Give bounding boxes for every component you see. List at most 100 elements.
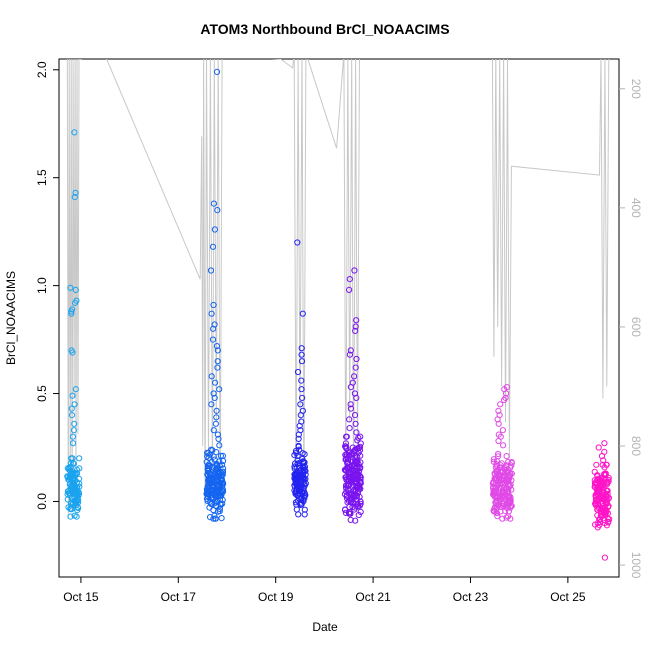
data-point (295, 431, 302, 438)
data-point (493, 501, 500, 508)
data-point (215, 435, 222, 442)
data-point (74, 490, 81, 497)
data-point (68, 308, 75, 315)
data-point (508, 459, 515, 466)
data-point (346, 510, 353, 517)
data-point (599, 513, 606, 520)
data-point (601, 554, 609, 561)
data-point (346, 416, 353, 423)
data-point (70, 427, 78, 434)
data-point (300, 487, 307, 494)
data-point (499, 515, 506, 522)
pressure-track-layer (66, 59, 610, 518)
data-point (298, 377, 305, 384)
data-point (297, 401, 304, 408)
data-point (219, 452, 226, 459)
data-point (66, 464, 73, 471)
data-point (346, 351, 353, 358)
data-point (64, 491, 71, 498)
data-point (352, 465, 359, 472)
data-point (592, 492, 599, 499)
data-point (209, 447, 216, 454)
data-point (216, 386, 223, 393)
data-point (600, 494, 607, 501)
data-point (210, 390, 217, 397)
data-point (347, 496, 354, 503)
data-point (357, 433, 364, 440)
data-point (71, 129, 78, 136)
data-point (71, 299, 79, 306)
data-point (603, 461, 610, 468)
data-point (299, 310, 306, 317)
data-point (351, 373, 358, 380)
data-point (345, 483, 352, 490)
data-point (606, 516, 613, 523)
data-point (69, 392, 76, 399)
pressure-line (66, 59, 610, 518)
data-point (353, 459, 360, 466)
data-point (204, 462, 211, 469)
data-point (213, 503, 220, 510)
y-axis: 0.0 0.5 1.0 1.5 2.0 (35, 61, 59, 510)
data-point (291, 452, 298, 459)
data-point (298, 386, 305, 393)
data-point (353, 394, 360, 401)
data-point (503, 390, 510, 397)
data-point (494, 513, 501, 520)
data-point (503, 514, 510, 521)
data-point (493, 461, 500, 468)
data-point (218, 472, 225, 479)
data-point (341, 466, 348, 473)
data-point (210, 325, 217, 332)
data-point (601, 440, 608, 447)
data-point (345, 449, 353, 456)
flight-series-6 (591, 440, 613, 561)
data-point (495, 450, 502, 458)
data-point (598, 481, 606, 489)
data-point (68, 405, 75, 412)
data-point (494, 502, 501, 509)
data-point (214, 347, 221, 354)
data-point (490, 487, 497, 494)
data-point (595, 491, 602, 498)
data-point (204, 490, 211, 498)
data-point (299, 394, 306, 401)
data-point (350, 493, 357, 500)
data-point (64, 474, 71, 481)
data-point (67, 506, 74, 513)
data-point (593, 461, 600, 468)
data-point (294, 368, 302, 376)
data-point (293, 487, 300, 494)
data-point (204, 498, 211, 505)
data-point (505, 508, 512, 515)
data-point (352, 478, 359, 485)
data-point (69, 433, 77, 440)
data-point (293, 506, 300, 513)
data-point (497, 401, 504, 408)
data-point (73, 498, 81, 505)
data-point (591, 483, 598, 490)
data-point (495, 407, 502, 414)
data-point (354, 445, 361, 452)
data-point (298, 345, 305, 352)
data-point (605, 519, 612, 526)
data-point (603, 487, 610, 494)
data-point (204, 488, 211, 495)
data-point (210, 427, 217, 434)
data-point (490, 456, 497, 463)
data-point (595, 497, 602, 504)
data-point (296, 422, 303, 429)
flight-series-5 (489, 384, 515, 522)
data-point (352, 364, 359, 371)
data-point (351, 412, 359, 419)
data-point (597, 475, 604, 482)
chart-title: ATOM3 Northbound BrCl_NOAACIMS (200, 21, 450, 37)
data-point (352, 476, 359, 483)
y2-tick-label: 200 (629, 79, 643, 99)
data-point (298, 473, 305, 480)
data-point (353, 317, 360, 324)
data-point (295, 511, 302, 518)
data-point (208, 459, 215, 466)
data-point (214, 207, 221, 214)
y2-tick-label: 800 (629, 436, 643, 456)
